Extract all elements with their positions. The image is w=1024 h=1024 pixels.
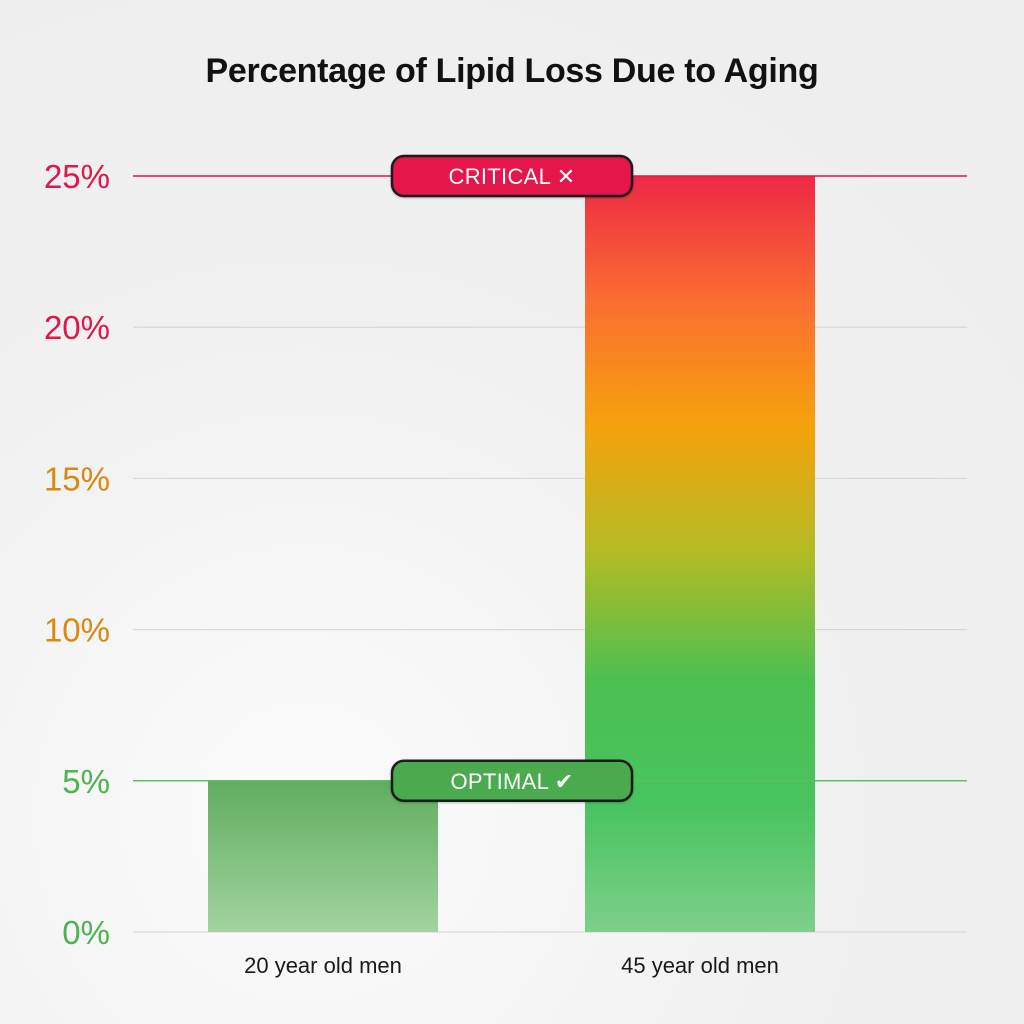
svg-text:CRITICAL ✕: CRITICAL ✕ — [449, 164, 576, 189]
threshold-badges: CRITICAL ✕ OPTIMAL ✔ — [390, 154, 634, 803]
y-tick-label: 0% — [62, 914, 110, 951]
x-category-label: 20 year old men — [244, 953, 402, 978]
bar-1 — [208, 780, 438, 932]
svg-text:OPTIMAL ✔: OPTIMAL ✔ — [450, 769, 573, 794]
y-axis-ticks: 0% 5% 10% 15% 20% 25% — [44, 158, 110, 951]
x-axis-categories: 20 year old men 45 year old men — [244, 953, 779, 978]
badge-label: CRITICAL — [449, 164, 557, 189]
x-category-label: 45 year old men — [621, 953, 779, 978]
critical-badge: CRITICAL ✕ — [390, 154, 634, 198]
y-tick-label: 25% — [44, 158, 110, 195]
bars — [208, 176, 815, 932]
chart-title: Percentage of Lipid Loss Due to Aging — [205, 52, 819, 90]
check-icon: ✔ — [555, 769, 574, 794]
close-icon: ✕ — [557, 164, 576, 189]
y-tick-label: 15% — [44, 460, 110, 497]
optimal-badge: OPTIMAL ✔ — [390, 759, 634, 803]
y-tick-label: 10% — [44, 612, 110, 649]
y-tick-label: 5% — [62, 763, 110, 800]
bar-2 — [585, 176, 815, 932]
y-tick-label: 20% — [44, 309, 110, 346]
badge-label: OPTIMAL — [450, 769, 554, 794]
